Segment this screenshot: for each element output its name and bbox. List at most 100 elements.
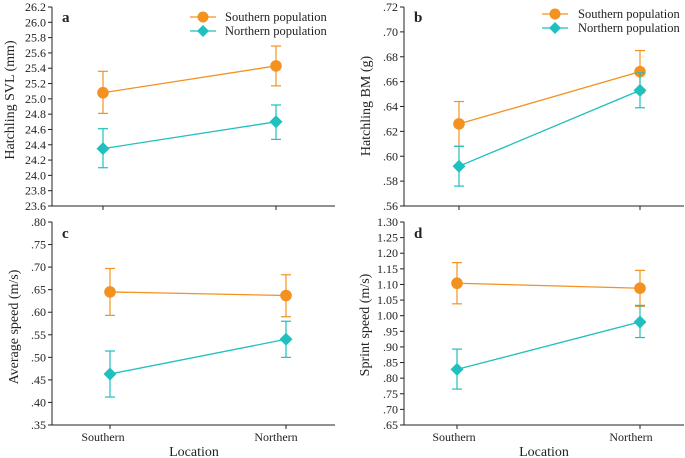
x-tick-label-northern: Northern bbox=[254, 430, 297, 444]
panel-a: a Hatchling SVL (mm) Southern population… bbox=[3, 0, 335, 213]
southern-data-point bbox=[280, 289, 292, 302]
panel-c: c Average speed (m/s) Southern Northern … bbox=[7, 215, 335, 458]
y-tick-label: .65 bbox=[383, 418, 398, 432]
y-tick-label: .65 bbox=[31, 283, 46, 297]
y-tick-label: 23.6 bbox=[25, 199, 46, 213]
legend-southern-label: Southern population bbox=[225, 10, 327, 24]
y-tick-label: .50 bbox=[31, 350, 46, 364]
legend-southern-marker bbox=[549, 8, 561, 20]
y-tick-label: .58 bbox=[383, 174, 398, 188]
y-tick-label: 1.30 bbox=[377, 215, 398, 229]
y-tick-label: .80 bbox=[383, 371, 398, 385]
y-tick-label: 24.0 bbox=[25, 168, 46, 182]
y-tick-label: .66 bbox=[383, 75, 398, 89]
southern-series-line bbox=[456, 282, 641, 289]
y-tick-label: 26.0 bbox=[25, 15, 46, 29]
y-tick-label: .80 bbox=[31, 215, 46, 229]
y-tick-label: 1.00 bbox=[377, 309, 398, 323]
northern-data-point bbox=[279, 332, 293, 346]
y-tick-label: .60 bbox=[31, 305, 46, 319]
y-tick-label: 1.05 bbox=[377, 293, 398, 307]
northern-series-line bbox=[102, 121, 277, 150]
southern-data-point bbox=[634, 65, 646, 78]
legend: Southern population Northern population bbox=[190, 10, 327, 38]
y-axis-title: Sprint speed (m/s) bbox=[358, 273, 373, 376]
y-tick-label: .95 bbox=[383, 324, 398, 338]
southern-series-line bbox=[102, 65, 277, 94]
y-tick-label: .62 bbox=[383, 124, 398, 138]
legend-northern-label: Northern population bbox=[578, 21, 680, 35]
x-tick-label-southern: Southern bbox=[81, 430, 124, 444]
y-tick-label: 24.2 bbox=[25, 153, 46, 167]
y-tick-label: 25.2 bbox=[25, 77, 46, 91]
northern-data-point bbox=[450, 362, 464, 376]
y-tick-label: 24.4 bbox=[25, 138, 46, 152]
y-tick-label: .64 bbox=[383, 100, 398, 114]
legend-southern-label: Southern population bbox=[578, 7, 680, 21]
y-tick-label: .60 bbox=[383, 149, 398, 163]
northern-series-line bbox=[458, 89, 641, 167]
y-tick-label: .68 bbox=[383, 50, 398, 64]
y-tick-label: 1.20 bbox=[377, 246, 398, 260]
y-tick-label: .40 bbox=[31, 395, 46, 409]
northern-data-point bbox=[96, 142, 110, 156]
southern-series-line bbox=[109, 291, 287, 297]
y-tick-label: .45 bbox=[31, 373, 46, 387]
y-axis-title: Average speed (m/s) bbox=[7, 269, 22, 384]
x-tick-label-southern: Southern bbox=[432, 430, 475, 444]
y-tick-label: 26.2 bbox=[25, 0, 46, 14]
y-tick-label: 1.15 bbox=[377, 262, 398, 276]
panel-d: d Sprint speed (m/s) Southern Northern L… bbox=[358, 215, 684, 458]
y-tick-label: 25.0 bbox=[25, 92, 46, 106]
legend-northern-marker bbox=[549, 22, 561, 34]
y-tick-label: .72 bbox=[383, 0, 398, 14]
y-tick-label: .85 bbox=[383, 356, 398, 370]
southern-data-point bbox=[451, 277, 463, 290]
y-axis-title: Hatchling SVL (mm) bbox=[3, 40, 18, 160]
southern-data-point bbox=[270, 60, 282, 72]
y-tick-label: 1.10 bbox=[377, 277, 398, 291]
northern-series-line bbox=[109, 338, 287, 375]
y-tick-label: 25.8 bbox=[25, 31, 46, 45]
y-tick-label: 24.8 bbox=[25, 107, 46, 121]
y-tick-label: 25.6 bbox=[25, 46, 46, 60]
y-tick-label: .75 bbox=[31, 238, 46, 252]
panel-label: c bbox=[62, 226, 69, 242]
legend-northern-label: Northern population bbox=[225, 24, 327, 38]
northern-data-point bbox=[269, 115, 283, 129]
southern-data-point bbox=[104, 286, 116, 298]
y-tick-label: .75 bbox=[383, 387, 398, 401]
panel-b: b Hatchling BM (g) Southern population N… bbox=[359, 0, 684, 213]
panel-label: b bbox=[414, 10, 422, 26]
y-tick-label: .70 bbox=[383, 402, 398, 416]
northern-data-point bbox=[452, 159, 466, 173]
y-tick-label: .56 bbox=[383, 199, 398, 213]
y-tick-label: .35 bbox=[31, 418, 46, 432]
northern-data-point bbox=[633, 315, 647, 329]
y-tick-label: .55 bbox=[31, 328, 46, 342]
legend: Southern population Northern population bbox=[542, 7, 680, 35]
x-axis-title: Location bbox=[169, 445, 219, 458]
legend-northern-marker bbox=[197, 25, 209, 37]
y-tick-label: 23.8 bbox=[25, 184, 46, 198]
x-tick-label-northern: Northern bbox=[609, 430, 652, 444]
y-tick-label: .70 bbox=[383, 25, 398, 39]
legend-southern-marker bbox=[197, 11, 209, 23]
y-tick-label: 24.6 bbox=[25, 122, 46, 136]
southern-data-point bbox=[97, 86, 109, 99]
southern-data-point bbox=[634, 282, 646, 295]
y-tick-label: .70 bbox=[31, 260, 46, 274]
northern-series-line bbox=[456, 321, 641, 371]
y-axis-title: Hatchling BM (g) bbox=[359, 56, 374, 157]
southern-series-line bbox=[458, 71, 641, 125]
northern-data-point bbox=[633, 83, 647, 97]
y-tick-label: 1.25 bbox=[377, 231, 398, 245]
southern-data-point bbox=[453, 118, 465, 130]
x-axis-title: Location bbox=[519, 445, 569, 458]
y-tick-label: .90 bbox=[383, 340, 398, 354]
panel-label: d bbox=[414, 226, 423, 242]
y-tick-label: 25.4 bbox=[25, 61, 46, 75]
northern-data-point bbox=[103, 367, 117, 381]
panel-label: a bbox=[62, 10, 70, 26]
